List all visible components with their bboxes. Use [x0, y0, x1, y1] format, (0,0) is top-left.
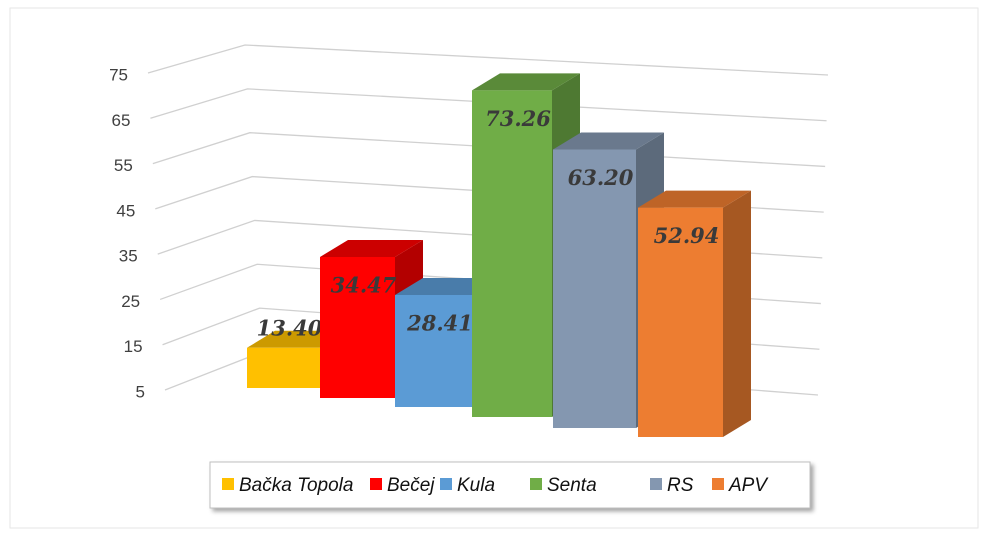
bar-front: [472, 90, 552, 417]
bar-front: [247, 347, 320, 388]
bar-top: [320, 239, 423, 257]
value-label: 52.94: [654, 223, 720, 248]
value-label: 34.47: [331, 272, 397, 297]
bar-front: [553, 149, 636, 428]
y-tick-label: 75: [109, 65, 128, 84]
value-label: 28.41: [406, 310, 473, 335]
legend-swatch: [650, 478, 662, 490]
y-tick-label: 15: [124, 337, 143, 356]
legend-swatch: [530, 478, 542, 490]
y-tick-label: 65: [112, 111, 131, 130]
legend-swatch: [712, 478, 724, 490]
grid-line: [150, 88, 827, 122]
value-label: 73.26: [485, 106, 551, 131]
bar-front: [320, 256, 395, 398]
legend-box: [209, 461, 811, 509]
legend-label: Bačka Topola: [239, 475, 353, 496]
bar-top: [472, 73, 580, 91]
bar-top: [553, 132, 664, 150]
bar-front: [638, 207, 723, 437]
bar-top: [638, 190, 751, 208]
bar-front: [395, 294, 473, 407]
y-tick-label: 55: [114, 156, 133, 175]
legend-swatch: [440, 478, 452, 490]
legend-swatch: [222, 478, 234, 490]
legend-label: Senta: [547, 475, 597, 496]
legend-swatch: [370, 478, 382, 490]
legend-label: APV: [728, 475, 769, 496]
legend-label: RS: [667, 475, 694, 496]
y-tick-label: 35: [119, 247, 138, 266]
legend-label: Bečej: [387, 475, 435, 496]
y-tick-label: 5: [136, 382, 145, 401]
y-tick-label: 25: [121, 292, 140, 311]
value-label: 13.40: [257, 315, 323, 340]
grid-line: [147, 44, 829, 76]
y-tick-label: 45: [116, 201, 135, 220]
bar-side: [723, 190, 751, 437]
value-label: 63.20: [568, 165, 634, 190]
bar: [638, 190, 751, 437]
legend-label: Kula: [457, 475, 495, 496]
